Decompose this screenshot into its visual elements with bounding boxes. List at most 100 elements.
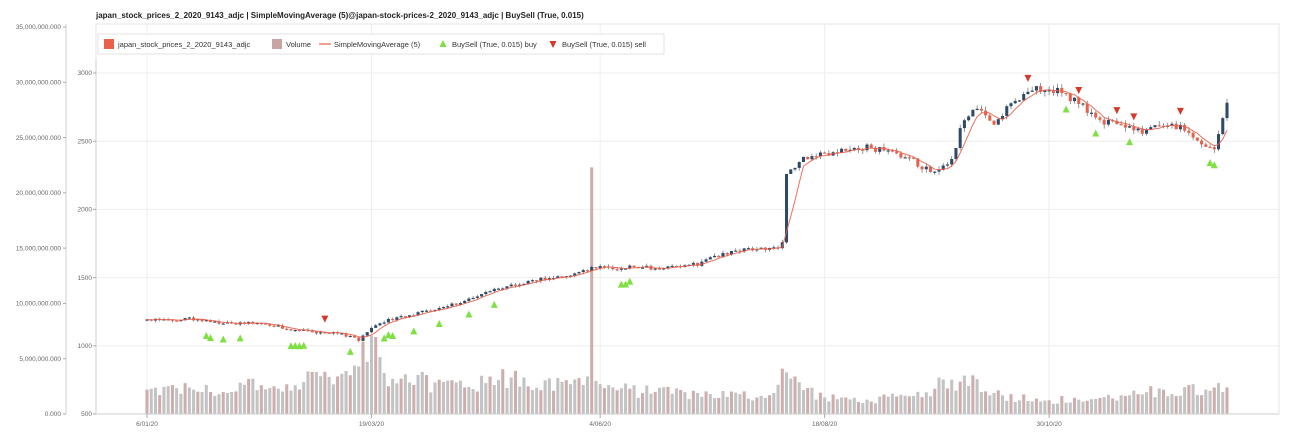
volume-bar [386, 386, 390, 414]
candle-body [416, 312, 420, 316]
volume-bar [149, 388, 153, 414]
volume-bar [213, 396, 217, 414]
candle-body [585, 270, 589, 272]
volume-bar [1136, 394, 1140, 414]
volume-bar [272, 386, 276, 414]
volume-bar [607, 385, 611, 414]
volume-bar [806, 387, 810, 414]
volume-bar [958, 381, 962, 414]
volume-bar [395, 383, 399, 414]
volume-bar [268, 388, 272, 414]
candle-body [1106, 119, 1110, 125]
candle-body [674, 265, 678, 268]
volume-bar [912, 396, 916, 414]
candle-body [420, 310, 424, 313]
candle-body [1085, 103, 1089, 113]
volume-bar [264, 389, 268, 414]
volume-bar [501, 369, 505, 414]
volume-bar [611, 387, 615, 414]
volume-bar [657, 387, 661, 414]
volume-bar [480, 375, 484, 414]
candle-body [395, 317, 399, 320]
volume-bar [615, 390, 619, 414]
volume-bar [734, 392, 738, 414]
buy-signal-marker [236, 334, 244, 342]
volume-bar [530, 389, 534, 414]
candle-body [958, 128, 962, 148]
candle-body [539, 277, 543, 282]
candle-body [903, 157, 907, 159]
signals [202, 74, 1218, 355]
candle-body [590, 267, 594, 271]
candle-body [797, 162, 801, 168]
candle-body [526, 280, 530, 284]
candle-body [408, 315, 412, 317]
candle-body [708, 257, 712, 260]
volume-bar [882, 394, 886, 414]
volume-bar [1106, 394, 1110, 414]
candle-body [865, 144, 869, 151]
candle-body [785, 173, 789, 243]
volume-bar [492, 385, 496, 414]
volume-bar [984, 391, 988, 414]
legend-label: BuySell (True, 0.015) buy [452, 40, 537, 49]
volume-bar [929, 396, 933, 414]
candle-body [463, 300, 467, 304]
candle-body [806, 156, 810, 160]
candle-body [1170, 123, 1174, 126]
volume-bar [878, 396, 882, 414]
candle-body [492, 288, 496, 292]
volume-bar [857, 402, 861, 414]
candle-body [1183, 124, 1187, 131]
candle-body [310, 330, 314, 333]
volume-bar [823, 397, 827, 414]
candle-body [1001, 115, 1005, 120]
candle-body [1081, 103, 1085, 105]
candle-body [509, 284, 513, 287]
volume-bar [1026, 401, 1030, 414]
volume-bar [276, 388, 280, 414]
candle-body [560, 276, 564, 278]
candle-body [1051, 90, 1055, 94]
volume-bar [708, 394, 712, 414]
candle-body [628, 265, 632, 269]
volume-bar [1115, 400, 1119, 414]
volume-bar [636, 397, 640, 414]
volume-bar [594, 380, 598, 414]
volume-bar [192, 389, 196, 414]
volume-bar [801, 390, 805, 414]
volume-bar [361, 341, 365, 414]
volume-axis-label: 20,000,000.000 [16, 190, 62, 197]
candle-body [204, 320, 208, 322]
volume-bar [890, 393, 894, 414]
candle-body [145, 319, 149, 321]
sell-signal-marker [1024, 74, 1032, 82]
candle-body [1200, 140, 1204, 145]
candle-body [772, 247, 776, 249]
candle-body [353, 335, 357, 338]
candle-body [378, 323, 382, 326]
candle-body [399, 316, 403, 318]
volume-bar [1132, 390, 1136, 414]
candle-body [988, 115, 992, 121]
volume-bar [513, 370, 517, 414]
volume-bar [581, 385, 585, 414]
volume-bar [598, 384, 602, 414]
candle-body [556, 276, 560, 279]
candle-body [979, 108, 983, 111]
volume-bar [996, 390, 1000, 414]
buy-signal-marker [410, 327, 418, 335]
volume-bar [230, 391, 234, 414]
candle-body [729, 251, 733, 255]
volume-bar [962, 375, 966, 414]
candle-body [382, 322, 386, 324]
candle-body [746, 248, 750, 250]
candle-body [713, 255, 717, 258]
volume-bar [835, 399, 839, 414]
candle-body [594, 267, 598, 269]
volume-bar [217, 394, 221, 414]
volume-bar [302, 382, 306, 414]
plot-area [95, 23, 1280, 415]
volume-bar [179, 393, 183, 414]
x-axis-label: 19/03/20 [359, 421, 385, 428]
